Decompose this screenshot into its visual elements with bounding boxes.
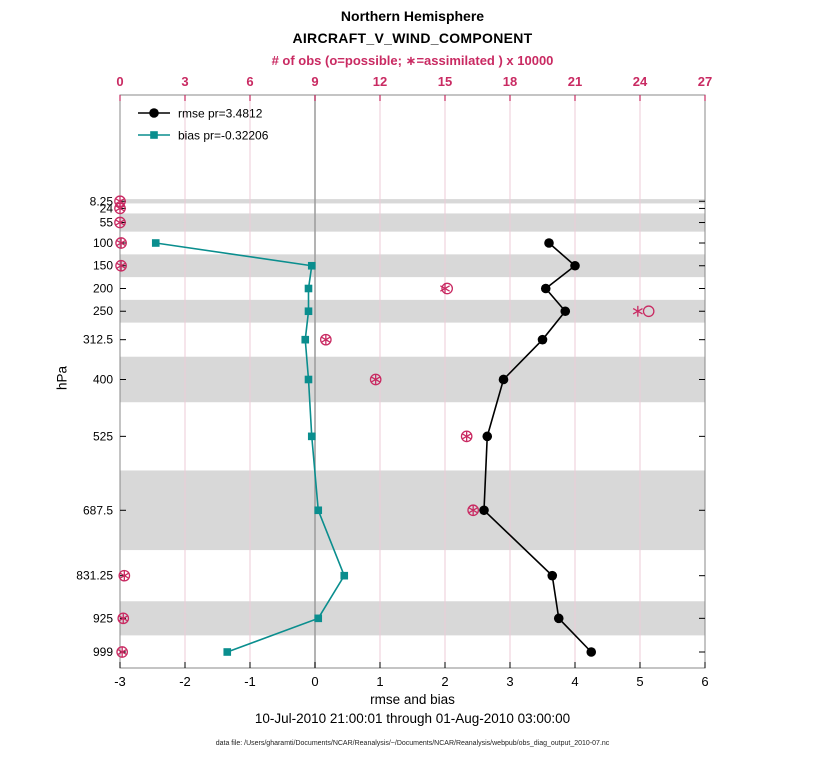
obs-assimilated-marker bbox=[632, 305, 643, 317]
bottom-tick-label: 3 bbox=[506, 674, 513, 689]
obs-assimilated-marker bbox=[461, 430, 472, 442]
left-tick-label: 100 bbox=[93, 236, 113, 250]
shaded-band bbox=[120, 601, 705, 636]
plot-frame bbox=[119, 94, 706, 669]
left-tick-label: 999 bbox=[93, 645, 113, 659]
obs-assimilated-marker bbox=[114, 217, 126, 228]
left-tick-label: 55 bbox=[100, 216, 114, 230]
rmse-marker bbox=[586, 647, 597, 657]
bias-marker bbox=[314, 506, 323, 515]
legend-marker bbox=[150, 131, 158, 139]
shaded-band bbox=[120, 199, 705, 204]
rmse-marker bbox=[544, 238, 554, 248]
left-tick-label: 200 bbox=[93, 281, 113, 295]
shaded-band bbox=[120, 213, 705, 232]
bias-marker bbox=[223, 648, 232, 656]
bias-marker bbox=[307, 432, 316, 441]
left-tick-label: 925 bbox=[93, 611, 113, 625]
pressure-layer-bands bbox=[120, 199, 705, 636]
left-tick-label: 250 bbox=[93, 304, 113, 318]
obs-assimilated-marker bbox=[320, 334, 331, 346]
bottom-tick-label: -1 bbox=[244, 674, 256, 689]
rmse-marker bbox=[498, 374, 509, 385]
bias-marker bbox=[304, 284, 313, 293]
top-tick-label: 15 bbox=[438, 74, 452, 89]
bottom-tick-label: 2 bbox=[441, 674, 448, 689]
bias-marker bbox=[307, 261, 316, 270]
bias-marker bbox=[314, 614, 323, 623]
legend: rmse pr=3.4812 bias pr=-0.32206 bbox=[138, 107, 269, 143]
top-tick-label: 27 bbox=[698, 74, 712, 89]
obs-possible-marker bbox=[642, 305, 655, 318]
top-tick-label: 0 bbox=[116, 74, 123, 89]
obs-axis-label: # of obs (o=possible; ∗=assimilated ) x … bbox=[271, 53, 554, 68]
obs-assimilated-marker bbox=[114, 203, 126, 214]
bottom-tick-label: 6 bbox=[701, 674, 708, 689]
rmse-marker bbox=[560, 306, 571, 317]
obs-assimilated-marker bbox=[119, 570, 130, 582]
bias-marker bbox=[304, 307, 313, 316]
rmse-marker bbox=[540, 283, 551, 294]
obs-possible-marker bbox=[441, 282, 454, 295]
rmse-marker bbox=[570, 260, 580, 271]
bottom-tick-label: 1 bbox=[376, 674, 383, 689]
obs-assimilated-marker bbox=[118, 612, 129, 624]
left-tick-label: 150 bbox=[93, 259, 113, 273]
bottom-tick-label: -2 bbox=[179, 674, 191, 689]
top-tick-label: 12 bbox=[373, 74, 387, 89]
rmse-marker bbox=[479, 505, 489, 516]
bias-marker bbox=[301, 335, 310, 344]
date-range-caption: 10-Jul-2010 21:00:01 through 01-Aug-2010… bbox=[254, 711, 571, 726]
top-tick-label: 6 bbox=[246, 74, 253, 89]
y-axis-label: hPa bbox=[54, 365, 70, 391]
obs-count-markers bbox=[114, 195, 655, 658]
figure-title: Northern Hemisphere bbox=[340, 8, 485, 24]
rmse-marker bbox=[482, 431, 493, 442]
shaded-band bbox=[120, 470, 705, 551]
axes: -3 -2 -1 0 1 2 3 4 5 60 3 6 9 12 15 18 21 24 278.252455100… bbox=[76, 74, 712, 689]
bottom-tick-label: 4 bbox=[571, 674, 578, 689]
shaded-band bbox=[120, 356, 705, 403]
top-tick-label: 21 bbox=[568, 74, 582, 89]
shaded-band bbox=[120, 254, 705, 278]
bias-marker bbox=[304, 375, 313, 384]
obs-assimilated-marker bbox=[116, 260, 127, 272]
legend-label: rmse pr=3.4812 bbox=[178, 107, 263, 121]
left-tick-label: 400 bbox=[93, 372, 113, 386]
obs-assimilated-marker bbox=[468, 504, 479, 516]
bottom-tick-label: 0 bbox=[311, 674, 318, 689]
obs-assimilated-marker bbox=[116, 237, 127, 249]
top-tick-label: 3 bbox=[181, 74, 188, 89]
left-tick-label: 312.5 bbox=[83, 333, 113, 347]
bottom-tick-label: 5 bbox=[636, 674, 643, 689]
obs-assimilated-marker bbox=[117, 646, 128, 658]
bias-marker bbox=[151, 239, 160, 247]
top-tick-label: 18 bbox=[503, 74, 517, 89]
legend-marker bbox=[149, 108, 159, 118]
left-tick-label: 831.25 bbox=[76, 569, 113, 583]
obs-assimilated-marker bbox=[370, 374, 381, 385]
rmse-marker bbox=[537, 334, 548, 345]
obs-assimilated-marker bbox=[439, 283, 451, 294]
shaded-band bbox=[120, 299, 705, 323]
bias-series bbox=[151, 239, 349, 656]
left-tick-label: 8.25 bbox=[90, 194, 114, 208]
left-tick-label: 687.5 bbox=[83, 503, 113, 517]
left-tick-label: 525 bbox=[93, 429, 113, 443]
legend-label: bias pr=-0.32206 bbox=[178, 129, 269, 143]
rmse-marker bbox=[547, 570, 558, 581]
bottom-tick-label: -3 bbox=[114, 674, 126, 689]
rmse-marker bbox=[553, 613, 564, 624]
x-axis-label: rmse and bias bbox=[370, 692, 455, 707]
left-tick-label: 24 bbox=[100, 201, 114, 215]
top-tick-label: 24 bbox=[633, 74, 648, 89]
bias-marker bbox=[340, 571, 349, 580]
figure-subtitle: AIRCRAFT_V_WIND_COMPONENT bbox=[292, 30, 533, 46]
data-file-footnote: data file: /Users/gharamti/Documents/NCA… bbox=[215, 740, 610, 747]
top-tick-label: 9 bbox=[311, 74, 318, 89]
rmse-series bbox=[479, 238, 597, 657]
